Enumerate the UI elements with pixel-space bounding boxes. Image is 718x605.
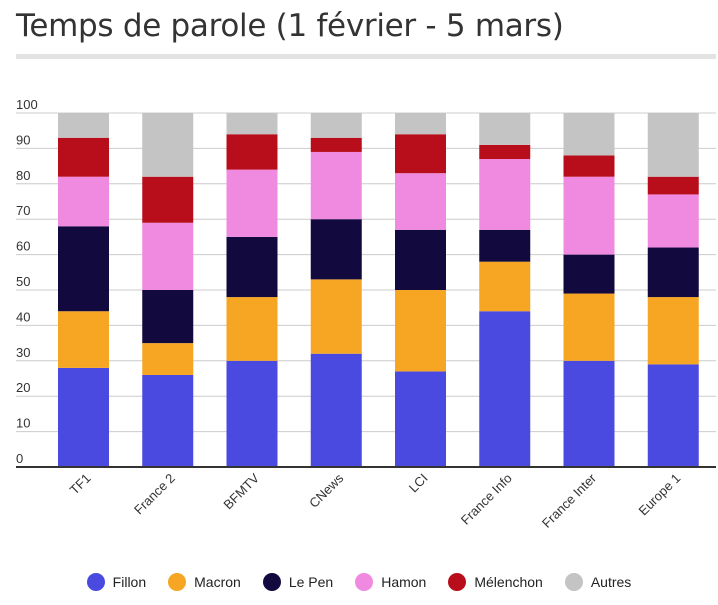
chart-legend: Fillon Macron Le Pen Hamon Mélenchon Autres <box>0 570 718 594</box>
bar-segment <box>479 311 531 467</box>
bar-segment <box>226 297 278 361</box>
bar-segment <box>479 144 531 160</box>
legend-item: Le Pen <box>262 573 334 591</box>
bar-segment <box>395 134 446 174</box>
bar-segment <box>395 173 446 230</box>
y-tick-label: 50 <box>16 274 30 289</box>
bar-segment <box>647 176 699 195</box>
legend-label: Fillon <box>112 574 147 590</box>
bar-segment <box>563 360 615 467</box>
bar-segment <box>142 374 194 467</box>
bar-segment <box>142 343 194 375</box>
y-tick-label: 100 <box>16 97 38 112</box>
y-tick-label: 80 <box>16 168 30 183</box>
bar-segment <box>647 364 699 467</box>
legend-swatch <box>168 573 187 591</box>
legend-swatch <box>448 573 467 591</box>
bar-segment <box>226 169 278 237</box>
bar-segment <box>395 290 446 372</box>
bar-segment <box>226 236 278 298</box>
x-tick-label: BFMTV <box>220 470 262 512</box>
bar-segment <box>563 155 615 177</box>
legend-swatch <box>86 573 105 591</box>
legend-label: Macron <box>194 574 241 590</box>
legend-item: Mélenchon <box>448 573 543 591</box>
bar-segment <box>563 254 615 294</box>
legend-label: Autres <box>590 574 632 590</box>
bar-segment <box>310 353 362 467</box>
legend-swatch <box>355 573 374 591</box>
legend-label: Hamon <box>381 574 427 590</box>
legend-swatch <box>564 573 583 591</box>
y-tick-label: 60 <box>16 239 30 254</box>
legend-swatch <box>262 573 281 591</box>
bar-segment <box>647 194 699 248</box>
bar-segment <box>226 360 278 467</box>
bar-segment <box>310 279 362 354</box>
legend-item: Macron <box>168 573 241 591</box>
x-tick-label: France Inter <box>539 470 600 531</box>
bar-segment <box>58 176 109 227</box>
bar-segment <box>142 113 194 177</box>
x-tick-label: France 2 <box>131 471 178 518</box>
bar-segment <box>310 151 362 220</box>
y-tick-label: 10 <box>16 416 30 431</box>
legend-item: Hamon <box>355 573 426 591</box>
bar-segment <box>647 247 699 298</box>
bar-segment <box>310 219 362 280</box>
y-tick-label: 70 <box>16 203 30 218</box>
title-divider <box>16 54 716 59</box>
x-tick-label: LCI <box>406 471 431 496</box>
stacked-bar-chart: 0 10 20 30 40 50 60 70 80 90 100 TF1 France 2 BFMTV CN… <box>16 97 716 531</box>
bar-segment <box>58 113 109 138</box>
bar-segment <box>58 367 109 467</box>
bar-segment <box>58 226 109 312</box>
x-tick-label: France Info <box>458 471 515 528</box>
bar-segment <box>479 113 531 145</box>
bar-segment <box>395 371 446 467</box>
bar-segment <box>563 176 615 255</box>
x-tick-label: CNews <box>306 470 347 511</box>
bar-segment <box>647 113 699 177</box>
legend-item: Autres <box>564 573 632 591</box>
legend-label: Le Pen <box>288 574 334 590</box>
bar-segment <box>479 261 531 312</box>
bar-segment <box>142 176 194 223</box>
y-tick-label: 40 <box>16 309 30 324</box>
bar-segment <box>563 113 615 156</box>
bar-segment <box>58 311 109 368</box>
legend-label: Mélenchon <box>474 574 543 590</box>
bar-segment <box>563 293 615 361</box>
y-tick-label: 90 <box>16 132 30 147</box>
bar-segment <box>310 113 362 138</box>
bar-segment <box>479 229 531 262</box>
bar-segment <box>395 229 446 290</box>
x-tick-label: Europe 1 <box>635 471 683 519</box>
bar-segment <box>226 113 278 135</box>
bar-segment <box>58 137 109 177</box>
x-tick-label: TF1 <box>67 471 94 498</box>
legend-item: Fillon <box>86 573 147 591</box>
chart-title: Temps de parole (1 février - 5 mars) <box>16 8 564 44</box>
y-tick-label: 20 <box>16 380 30 395</box>
bar-segment <box>142 290 194 344</box>
bar-segment <box>647 297 699 365</box>
y-tick-label: 0 <box>16 451 23 466</box>
bar-segment <box>310 137 362 152</box>
bar-segment <box>395 113 446 135</box>
bar-segment <box>479 159 531 230</box>
bar-segment <box>226 134 278 170</box>
bar-segment <box>142 222 194 290</box>
y-tick-label: 30 <box>16 345 30 360</box>
